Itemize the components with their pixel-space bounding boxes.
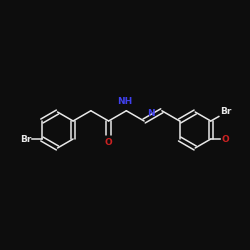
Text: O: O [105, 138, 112, 147]
Text: Br: Br [220, 106, 231, 116]
Text: O: O [221, 134, 229, 143]
Text: NH: NH [118, 97, 133, 106]
Text: Br: Br [20, 134, 32, 143]
Text: N: N [147, 110, 155, 118]
